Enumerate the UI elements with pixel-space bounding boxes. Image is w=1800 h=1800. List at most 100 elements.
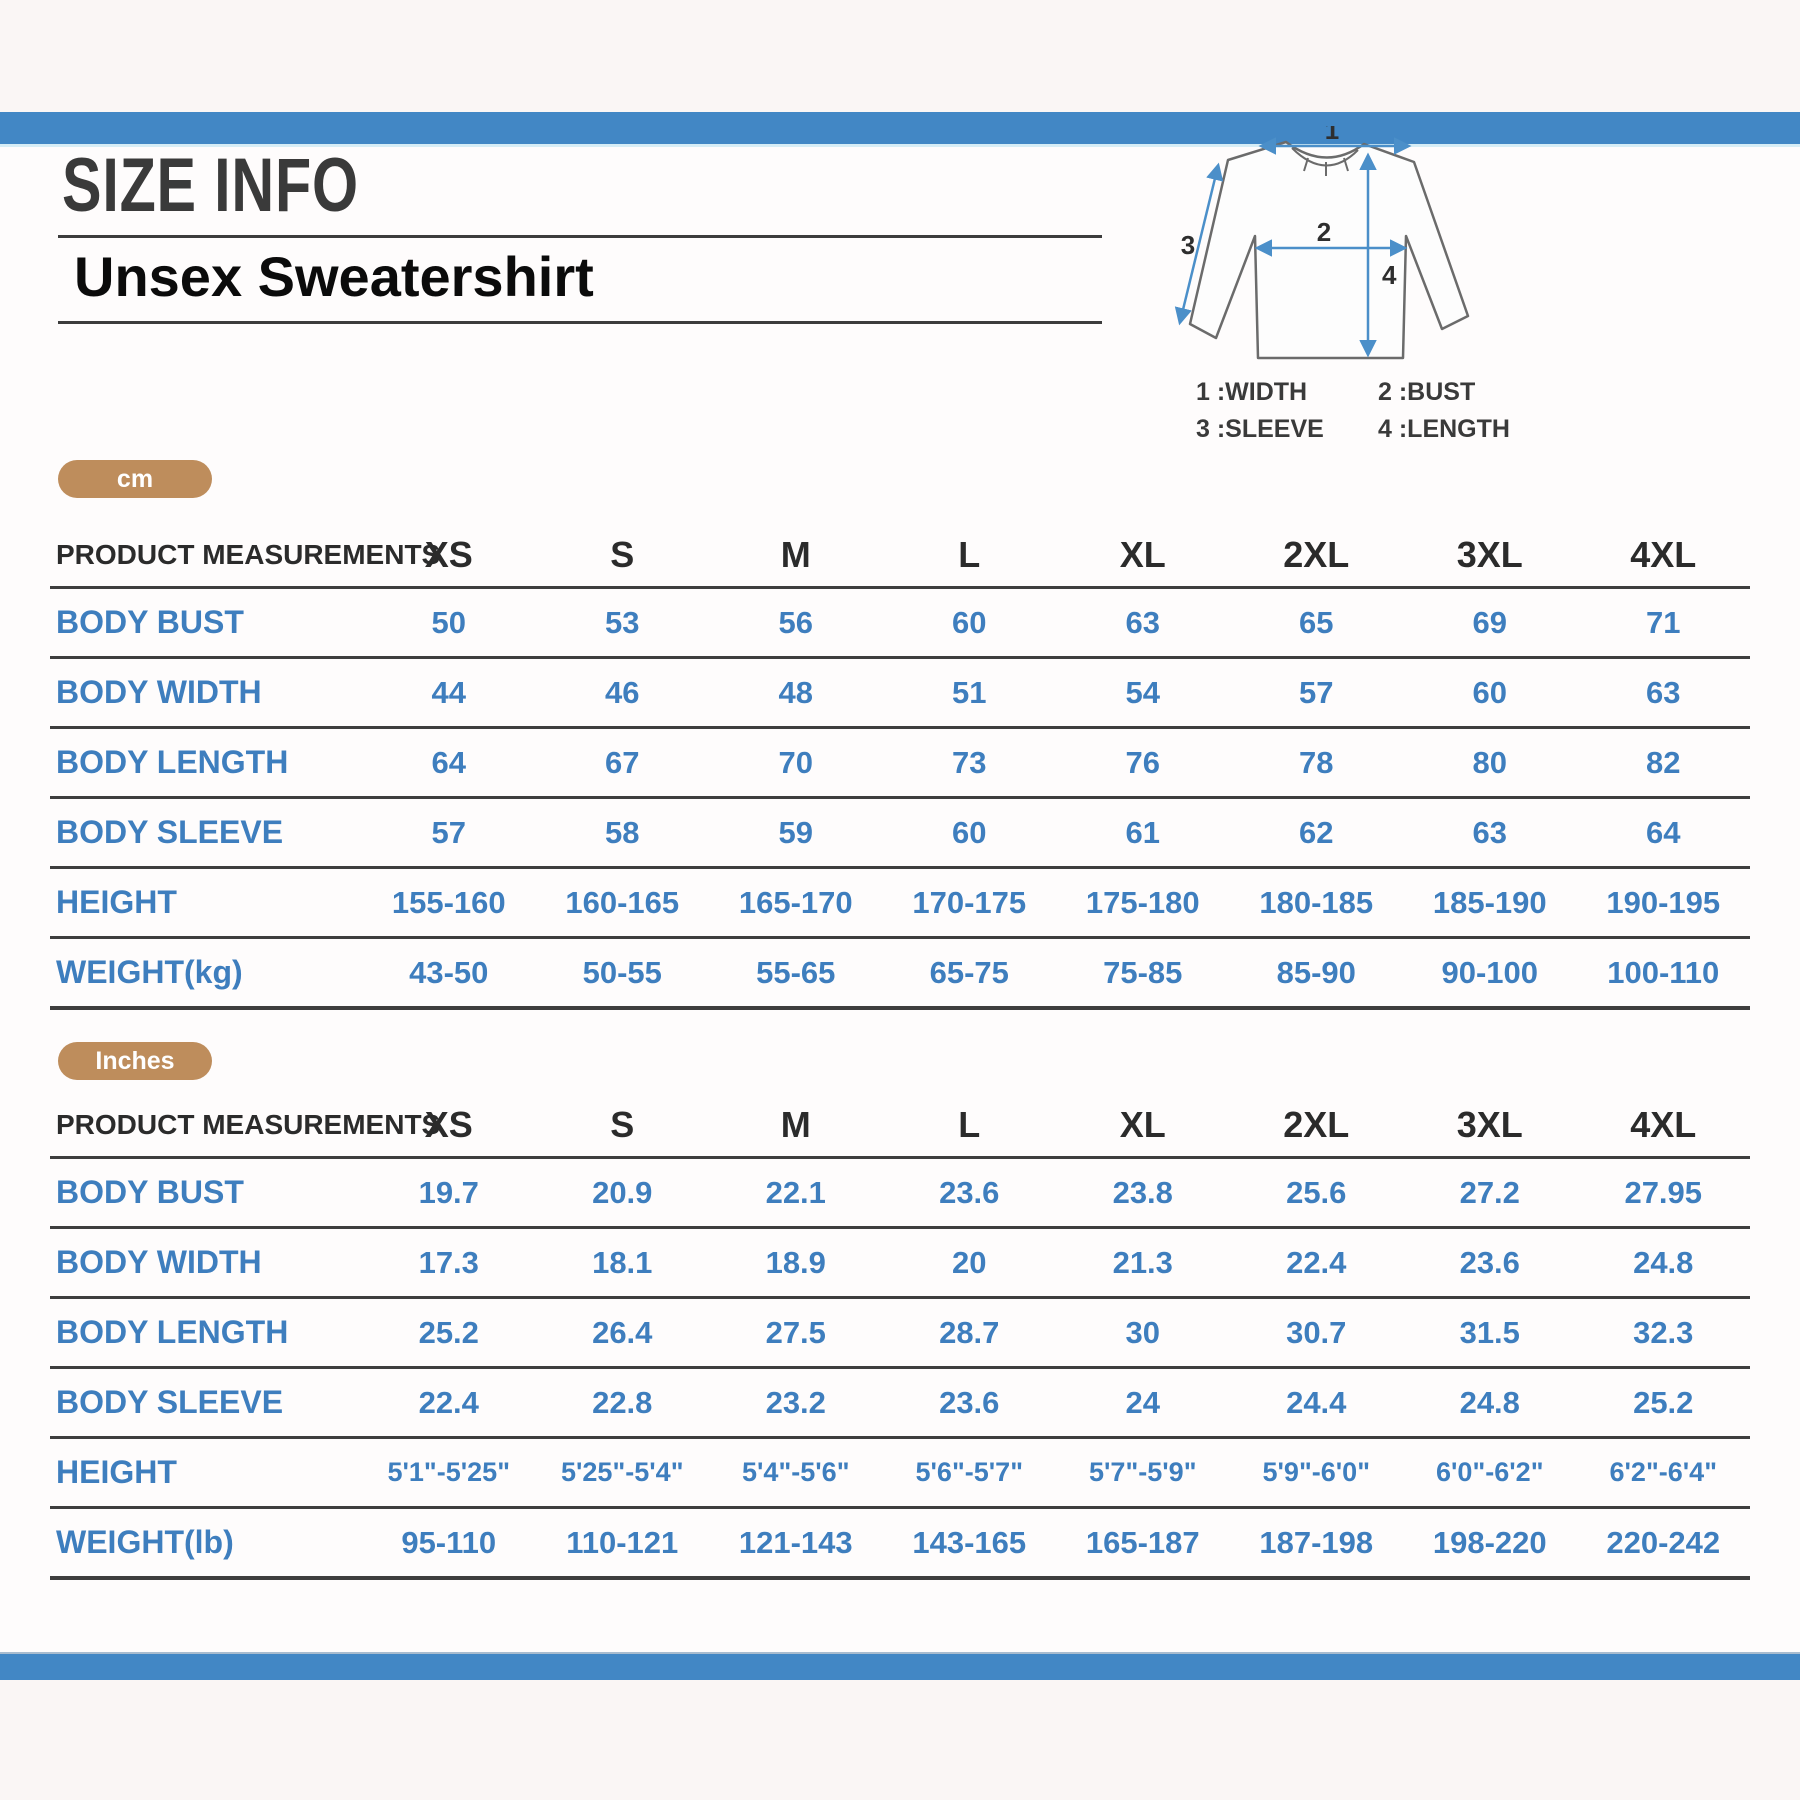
size-header: 3XL [1403,534,1577,589]
measurement-cell: 21.3 [1112,1244,1173,1280]
row-label: BODY LENGTH [56,1314,289,1350]
measurement-cell: 30 [1125,1314,1160,1350]
page-title: SIZE INFO [62,143,359,228]
measurement-cell: 65 [1299,604,1334,640]
measurement-cell: 25.6 [1286,1174,1347,1210]
measurement-cell: 5'25"-5'4" [560,1457,684,1487]
measurement-cell: 80 [1472,744,1507,780]
size-header: S [535,534,709,589]
size-header: XS [362,1104,536,1159]
legend-item: 4 :LENGTH [1378,415,1510,443]
measurement-cell: 23.8 [1112,1174,1173,1210]
measurement-cell: 57 [431,814,466,850]
measurement-cell: 69 [1472,604,1507,640]
table-row: BODY SLEEVE 22.4 22.8 23.2 23.6 24 24.4 24.8 25.… [50,1368,1750,1438]
row-label: BODY SLEEVE [56,814,284,850]
measurement-cell: 48 [778,674,813,710]
measurement-cell: 27.5 [765,1314,826,1350]
product-name: Unsex Sweatershirt [74,245,594,308]
measurement-cell: 64 [431,744,466,780]
size-header: 2XL [1229,534,1403,589]
table-row: BODY LENGTH 25.2 26.4 27.5 28.7 30 30.7 31.5 32.… [50,1298,1750,1368]
diagram-legend: 1 :WIDTH 2 :BUST 3 :SLEEVE 4 :LENGTH [1196,378,1568,444]
length-arrow-label: 4 [1382,260,1397,290]
measurement-cell: 100-110 [1607,954,1720,990]
measurement-cell: 22.4 [1286,1244,1347,1280]
measurement-cell: 23.6 [1459,1244,1520,1280]
size-header: M [709,1104,883,1159]
table-row: BODY LENGTH 64 67 70 73 76 78 80 82 [50,728,1750,798]
measurement-cell: 175-180 [1085,884,1200,920]
measurement-cell: 51 [952,674,987,710]
measurement-cell: 95-110 [401,1524,497,1560]
measurement-cell: 22.4 [418,1384,479,1420]
measurement-cell: 63 [1125,604,1160,640]
row-label: BODY LENGTH [56,744,289,780]
size-header-row: PRODUCT MEASUREMENTS XS S M L XL 2XL 3XL 4XL [50,1104,1750,1159]
measurement-cell: 110-121 [566,1524,679,1560]
measurement-cell: 165-187 [1085,1524,1200,1560]
measurement-cell: 18.9 [765,1244,826,1280]
table-row: WEIGHT(kg) 43-50 50-55 55-65 65-75 75-85 85-90… [50,938,1750,1008]
measurement-cell: 180-185 [1259,884,1374,920]
measurement-cell: 160-165 [565,884,680,920]
measurement-cell: 78 [1299,744,1334,780]
measurement-cell: 20.9 [592,1174,653,1210]
legend-item: 2 :BUST [1378,378,1476,406]
sweatshirt-diagram-svg: 1 2 3 4 [1174,115,1470,360]
table-row: BODY WIDTH 44 46 48 51 54 57 60 63 [50,658,1750,728]
measurement-cell: 5'7"-5'9" [1089,1457,1197,1487]
measurement-cell: 121-143 [738,1524,853,1560]
size-header-row: PRODUCT MEASUREMENTS XS S M L XL 2XL 3XL 4XL [50,534,1750,589]
measurement-cell: 76 [1125,744,1160,780]
measurement-cell: 28.7 [939,1314,1000,1350]
measurement-cell: 6'0"-6'2" [1436,1457,1544,1487]
width-arrow-label: 1 [1325,126,1339,145]
measurement-cell: 165-170 [738,884,853,920]
unit-badge-cm: cm [58,460,212,498]
measurement-cell: 43-50 [409,954,489,990]
sleeve-arrow-label: 3 [1181,230,1195,260]
measurement-cell: 143-165 [912,1524,1027,1560]
legend-item: 1 :WIDTH [1196,378,1308,406]
measurement-cell: 64 [1646,814,1681,850]
measurement-cell: 198-220 [1432,1524,1547,1560]
content-background [0,145,1800,1652]
measurement-cell: 82 [1646,744,1681,780]
measurement-cell: 23.6 [939,1384,1000,1420]
table-row: HEIGHT 155-160 160-165 165-170 170-175 175-18… [50,868,1750,938]
table-row: BODY BUST 19.7 20.9 22.1 23.6 23.8 25.6 27.2 27.… [50,1158,1750,1228]
product-name-box: Unsex Sweatershirt [58,235,1102,324]
measurement-cell: 44 [431,674,466,710]
size-header: 3XL [1403,1104,1577,1159]
table-row: BODY SLEEVE 57 58 59 60 61 62 63 64 [50,798,1750,868]
collar-rib-ticks [1303,157,1349,176]
measurement-cell: 30.7 [1286,1314,1347,1350]
top-accent-bar [0,112,1800,147]
measurement-cell: 27.2 [1459,1174,1520,1210]
measurement-cell: 22.1 [765,1174,826,1210]
measurement-cell: 50-55 [582,954,662,990]
unit-badge-inches: Inches [58,1042,212,1080]
size-header: XL [1056,534,1230,589]
measurement-cell: 54 [1125,674,1160,710]
bottom-accent-bar [0,1652,1800,1680]
measurements-header: PRODUCT MEASUREMENTS [50,1104,440,1159]
size-header: 4XL [1576,1104,1750,1159]
measurement-cell: 63 [1646,674,1681,710]
measurement-cell: 46 [605,674,640,710]
measurement-cell: 24 [1125,1384,1160,1420]
sweatshirt-diagram: 1 2 3 4 [1158,115,1498,382]
measurement-cell: 71 [1646,604,1681,640]
measurement-cell: 58 [605,814,640,850]
sweatshirt-outline [1188,140,1470,360]
measurement-cell: 57 [1299,674,1334,710]
measurement-cell: 73 [952,744,987,780]
size-header: XL [1056,1104,1230,1159]
measurement-cell: 6'2"-6'4" [1609,1457,1718,1487]
measurement-cell: 22.8 [592,1384,653,1420]
sleeve-arrow [1174,162,1224,326]
measurement-cell: 25.2 [1633,1384,1694,1420]
measurement-cell: 60 [952,604,987,640]
row-label: BODY BUST [56,604,244,640]
